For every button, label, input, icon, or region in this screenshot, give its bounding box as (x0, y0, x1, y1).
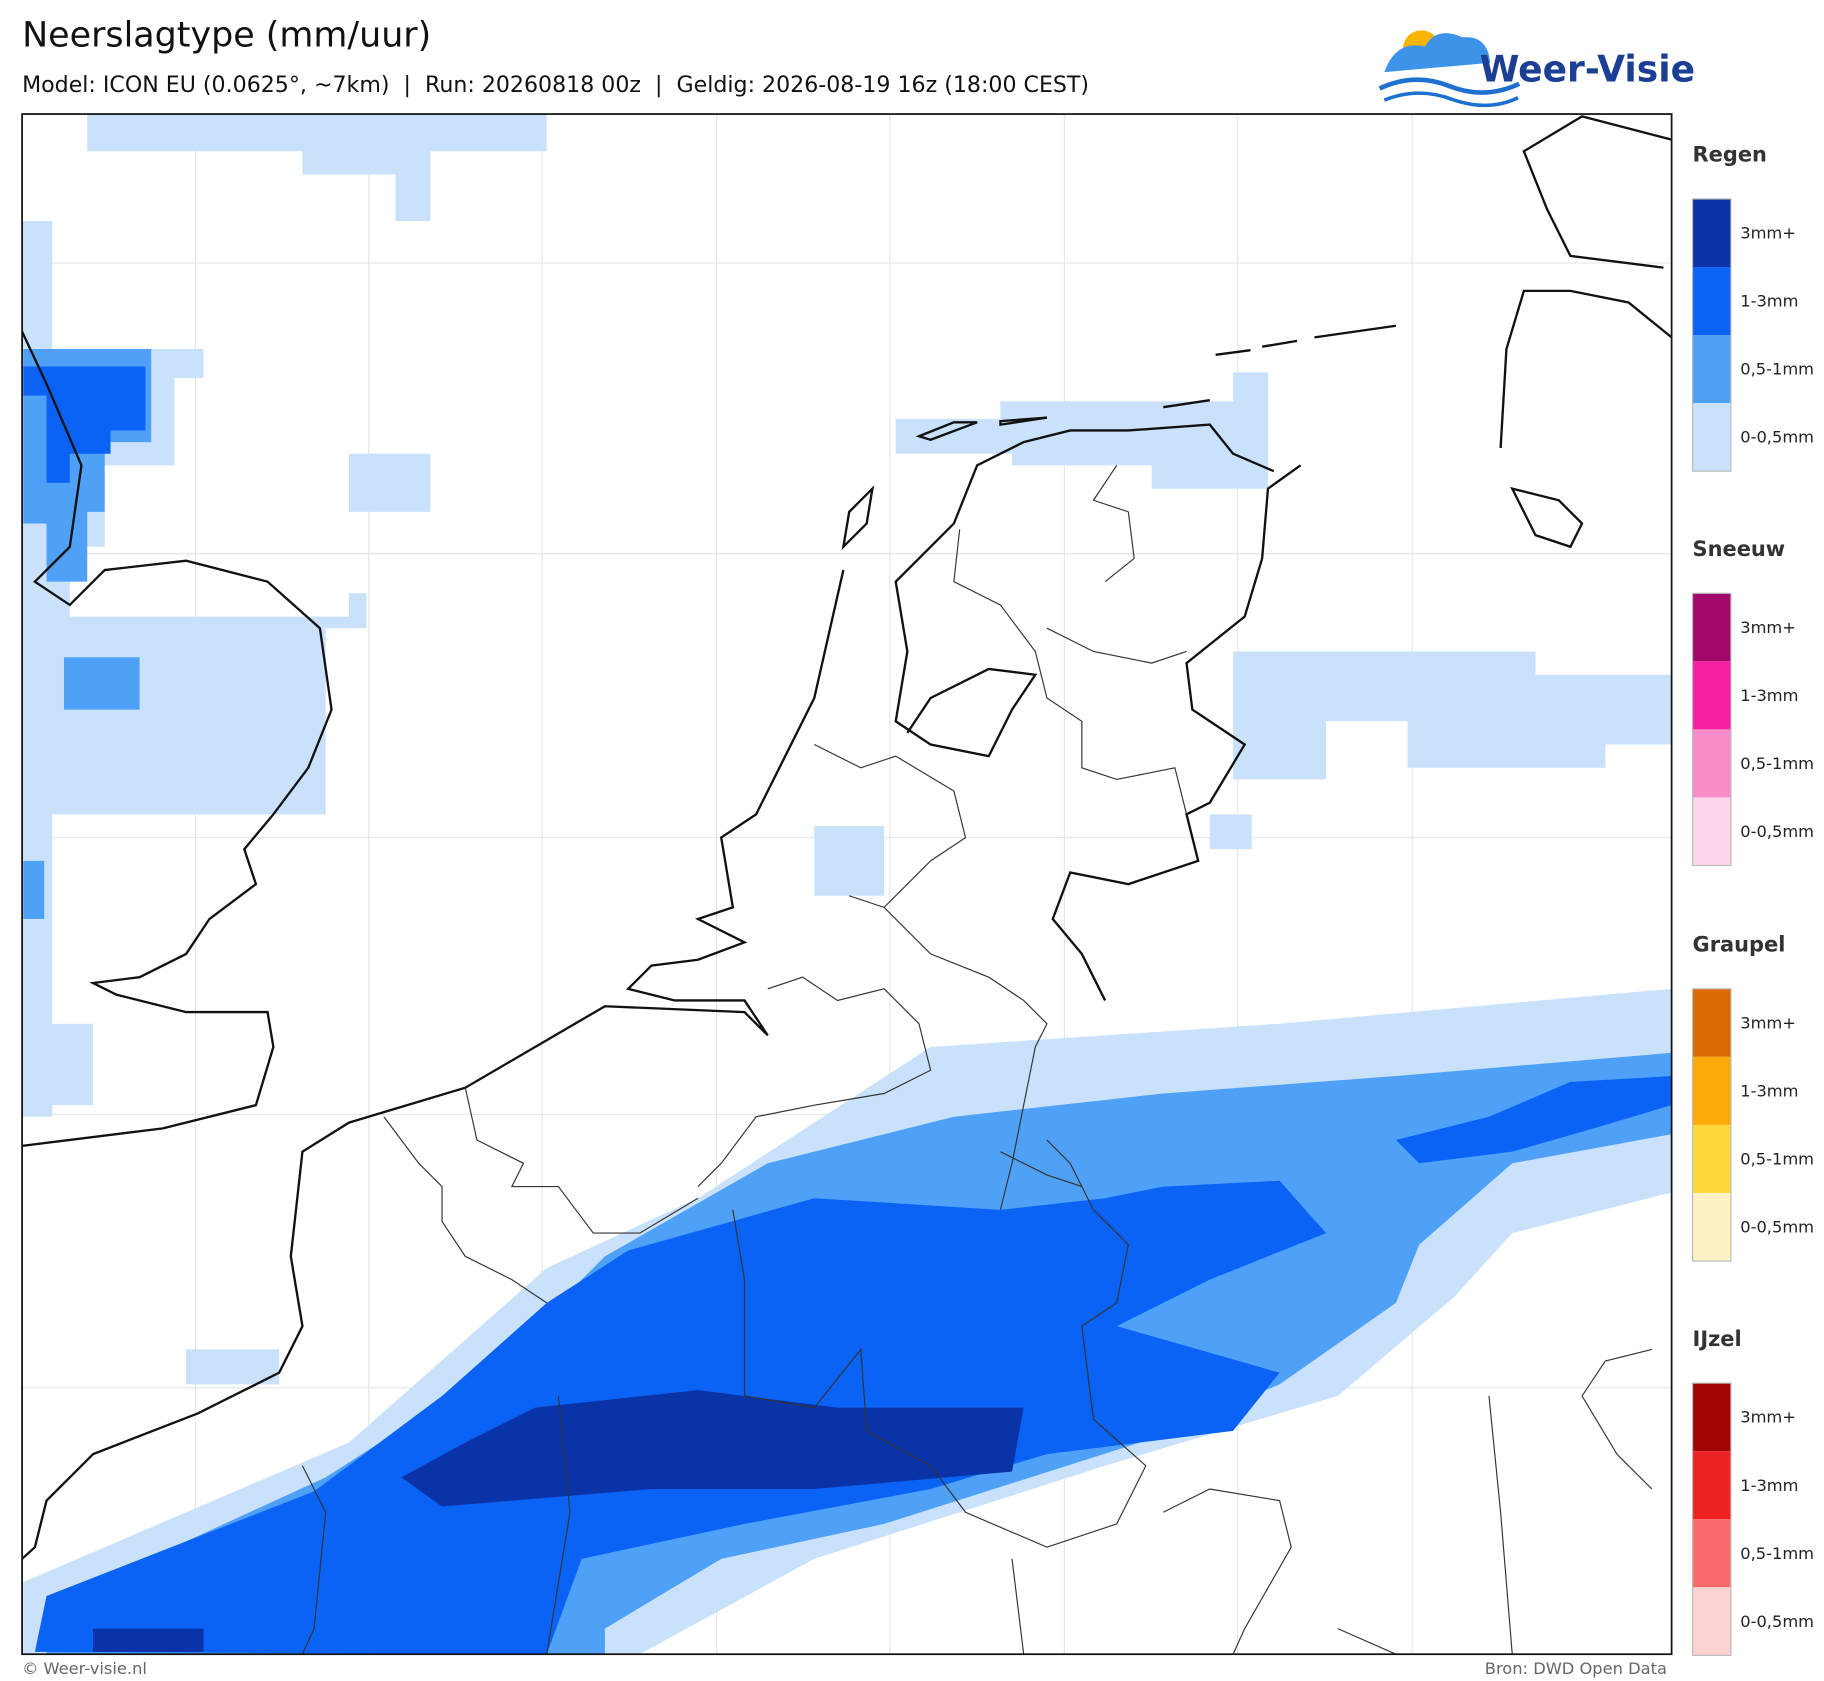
legend-label: 0,5-1mm (1740, 1544, 1814, 1563)
logo-wave (1383, 91, 1519, 108)
coastline (21, 423, 1275, 1560)
legend-swatch (1692, 1383, 1731, 1452)
legend-title: Regen (1693, 143, 1767, 167)
legend-swatch (1692, 1519, 1731, 1588)
legend-label: 0-0,5mm (1740, 1612, 1814, 1631)
coastline (1051, 464, 1302, 1001)
legend-swatch (1692, 1056, 1731, 1125)
legend-label: 0-0,5mm (1740, 1218, 1814, 1237)
legend-label: 3mm+ (1740, 618, 1796, 637)
legend: Regen 3mm+ 1-3mm 0,5-1mm 0-0,5mm Sneeuw 3mm+ 1-… (1691, 143, 1814, 1656)
legend-swatch (1692, 1124, 1731, 1193)
legend-label: 0,5-1mm (1740, 1149, 1814, 1168)
legend-swatch-frame (1691, 988, 1732, 1262)
island (841, 324, 1584, 551)
legend-section: Sneeuw 3mm+ 1-3mm 0,5-1mm 0-0,5mm (1691, 537, 1814, 867)
legend-title: Sneeuw (1693, 537, 1786, 561)
precip-very-heavy (93, 1390, 1024, 1652)
legend-label: 1-3mm (1740, 686, 1798, 705)
legend-label: 1-3mm (1740, 1081, 1798, 1100)
legend-swatch (1692, 198, 1731, 268)
coastline (1499, 115, 1673, 448)
logo-text: Weer-Visie (1480, 48, 1695, 90)
legend-title: IJzel (1693, 1327, 1742, 1351)
legend-swatch (1692, 1192, 1731, 1262)
map-frame (21, 113, 1673, 1656)
legend-section: Graupel 3mm+ 1-3mm 0,5-1mm 0-0,5mm (1691, 933, 1814, 1262)
coastline (21, 331, 333, 1148)
precip-heavy (23, 366, 1672, 1655)
legend-swatch-frame (1691, 198, 1732, 472)
coastlines (21, 115, 1673, 1560)
legend-label: 0-0,5mm (1740, 428, 1814, 447)
legend-swatch-frame (1691, 1382, 1732, 1656)
footer-source: Bron: DWD Open Data (1485, 1659, 1667, 1678)
legend-label: 0,5-1mm (1740, 754, 1814, 773)
legend-swatch (1692, 335, 1731, 404)
legend-label: 3mm+ (1740, 224, 1796, 243)
legend-swatch (1692, 1587, 1731, 1656)
legend-swatch (1692, 661, 1731, 730)
legend-swatch (1692, 403, 1731, 472)
borders (301, 465, 1653, 1655)
legend-swatch (1692, 267, 1731, 336)
legend-label: 1-3mm (1740, 292, 1798, 311)
legend-section: Regen 3mm+ 1-3mm 0,5-1mm 0-0,5mm (1691, 143, 1814, 472)
legend-swatch (1692, 797, 1731, 866)
legend-section: IJzel 3mm+ 1-3mm 0,5-1mm 0-0,5mm (1691, 1327, 1814, 1656)
border (301, 465, 1653, 1655)
legend-swatch (1692, 1451, 1731, 1520)
legend-swatch (1692, 593, 1731, 662)
map (21, 113, 1673, 1656)
legend-label: 3mm+ (1740, 1013, 1796, 1032)
footer-credit: © Weer-visie.nl (22, 1659, 147, 1678)
logo: Weer-Visie (1378, 30, 1695, 108)
legend-label: 1-3mm (1740, 1476, 1798, 1495)
title: Neerslagtype (mm/uur) (22, 16, 431, 56)
legend-swatch-frame (1691, 592, 1732, 867)
legend-swatch (1692, 988, 1731, 1057)
legend-label: 0-0,5mm (1740, 822, 1814, 841)
legend-swatch (1692, 729, 1731, 798)
precipitation (22, 114, 1672, 1655)
legend-label: 0,5-1mm (1740, 360, 1814, 379)
legend-label: 3mm+ (1740, 1408, 1796, 1427)
legend-title: Graupel (1693, 933, 1786, 957)
subtitle: Model: ICON EU (0.0625°, ~7km) | Run: 20… (22, 72, 1089, 98)
logo-cloud (1384, 33, 1491, 73)
precip-medium (23, 349, 1672, 1655)
logo-wave (1378, 77, 1521, 95)
